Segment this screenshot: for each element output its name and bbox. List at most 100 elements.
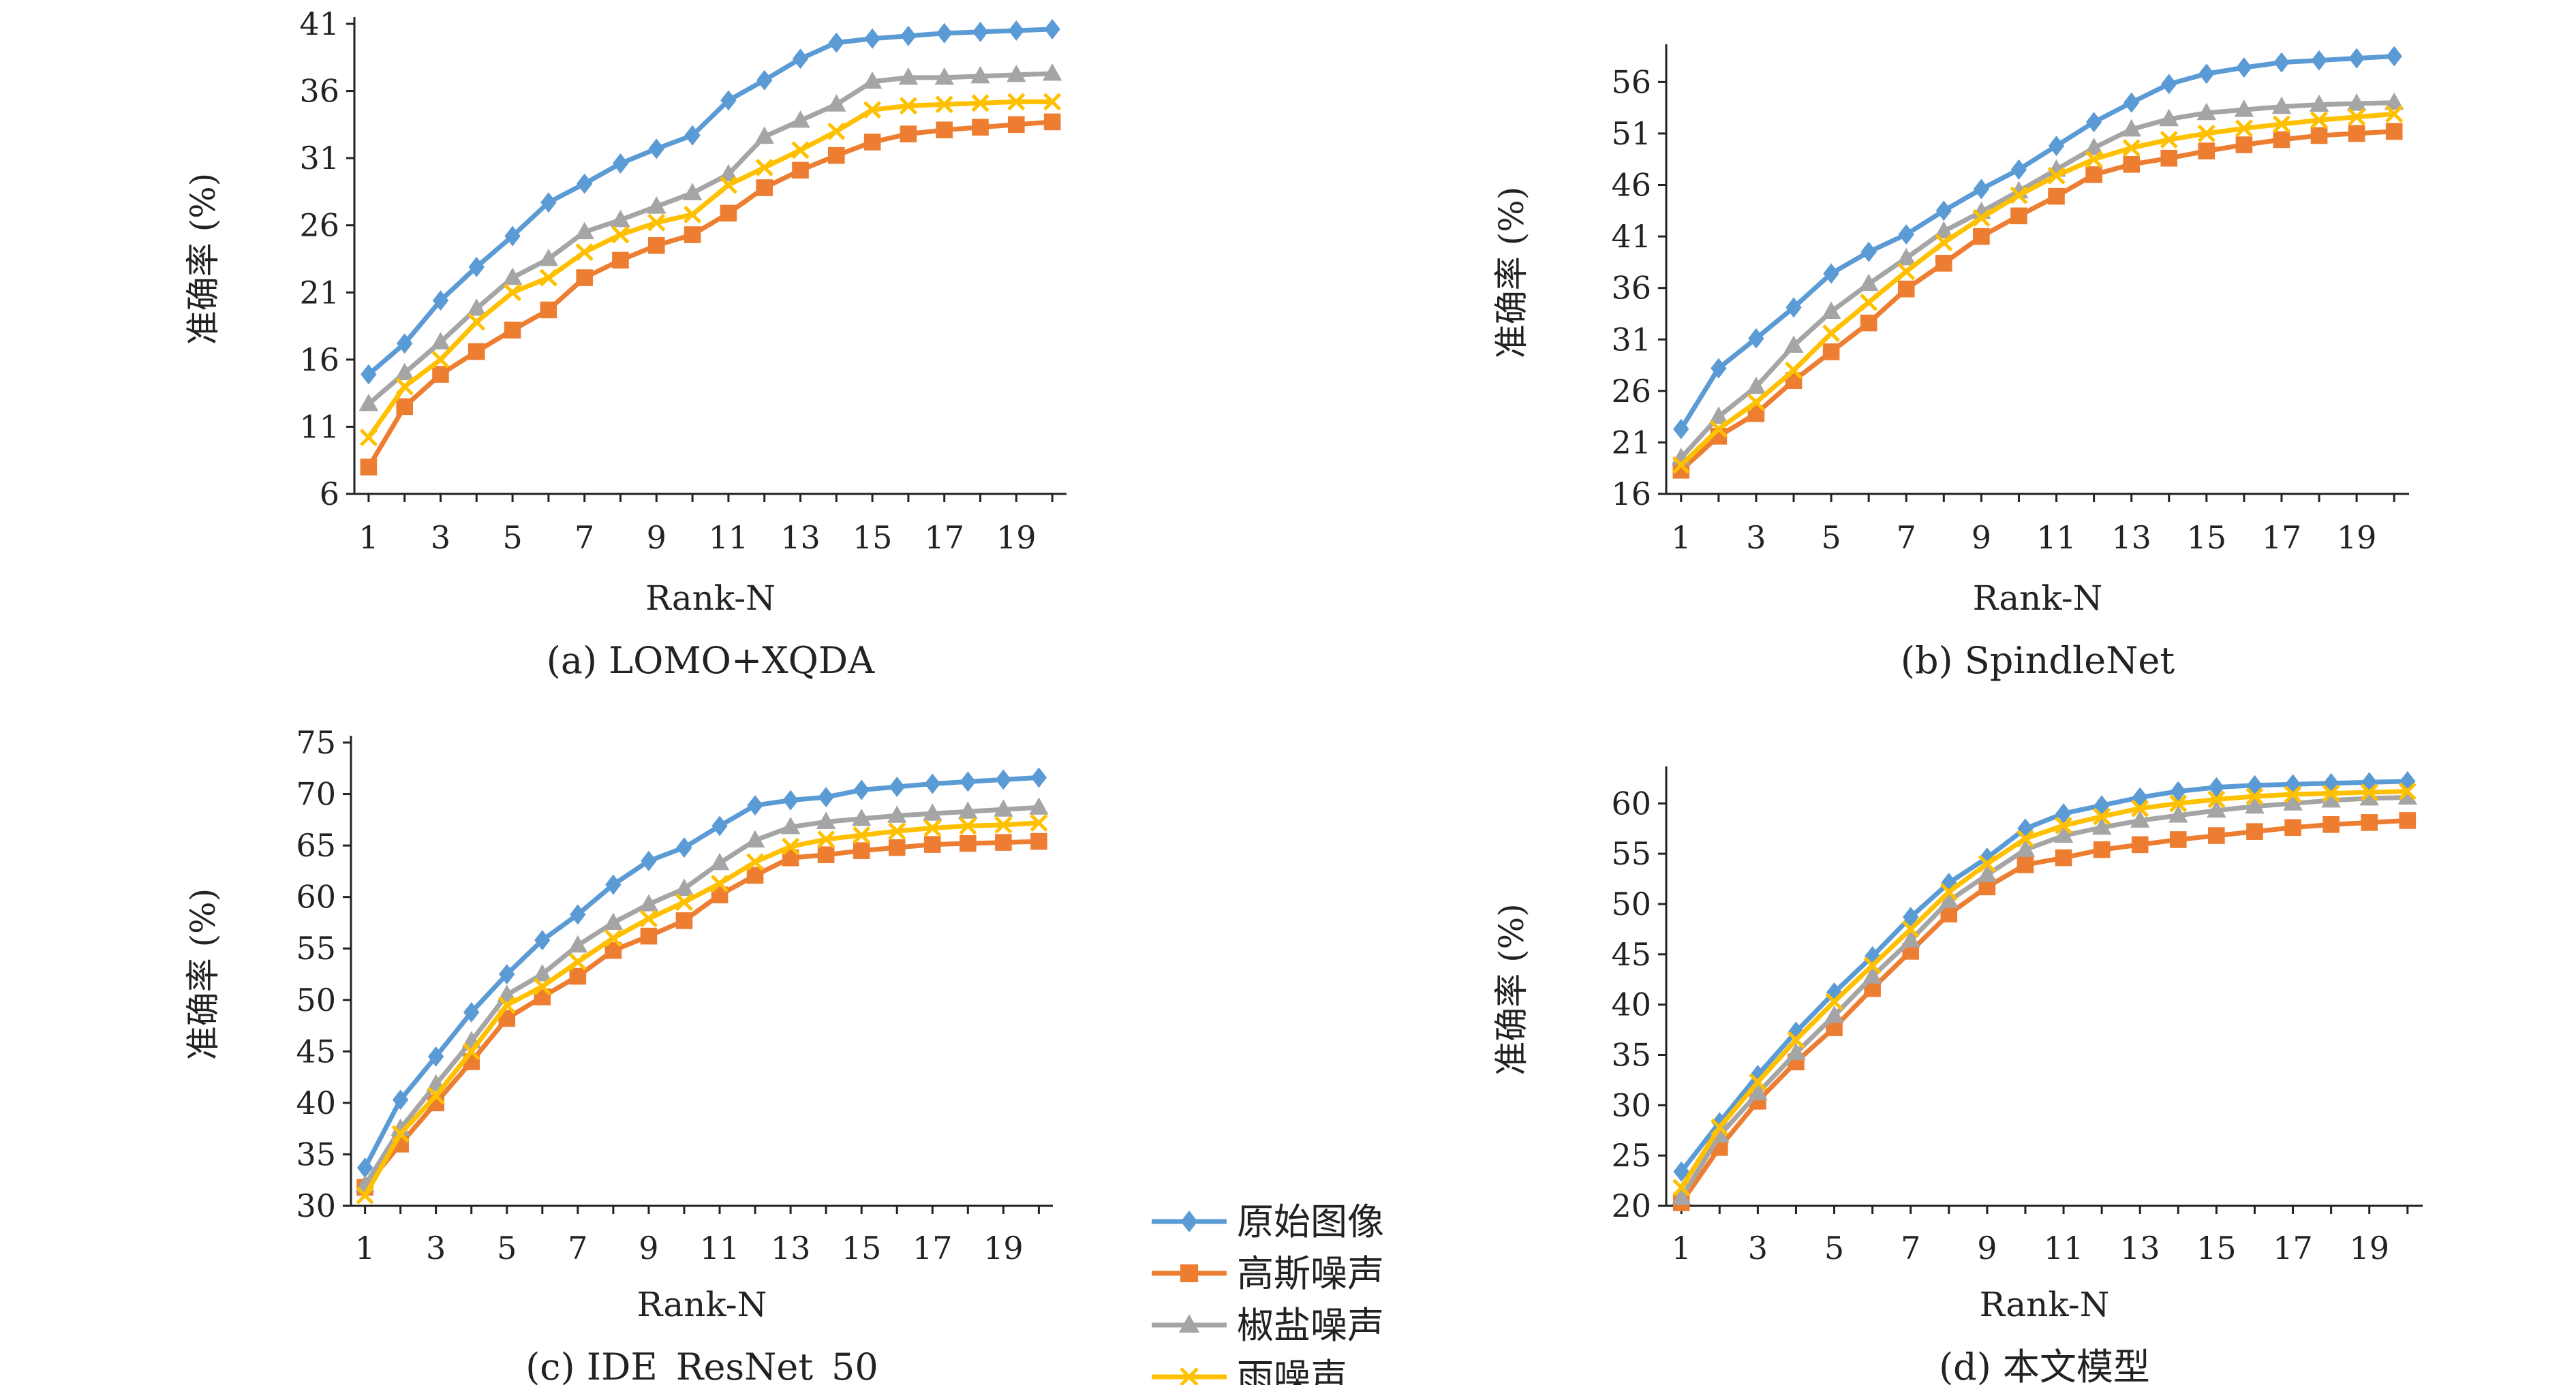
data-point [605, 874, 622, 895]
data-point [828, 32, 844, 53]
y-tick-label: 40 [1611, 986, 1651, 1023]
data-point [2284, 785, 2302, 804]
data-point [898, 67, 919, 85]
data-point [2131, 799, 2149, 818]
series-group [359, 93, 1062, 447]
data-point [899, 97, 917, 115]
data-point [2160, 130, 2178, 149]
data-point [934, 67, 954, 85]
data-point [2010, 207, 2027, 225]
data-point [1785, 297, 1802, 318]
data-point [2093, 807, 2111, 826]
legend-label: 雨噪声 [1237, 1356, 1347, 1385]
data-point [361, 364, 377, 385]
x-tick-label: 15 [2196, 1230, 2237, 1266]
y-tick-label: 20 [1611, 1187, 1651, 1224]
data-point [889, 776, 905, 797]
data-point [2235, 119, 2253, 138]
data-point [611, 225, 630, 244]
data-point [504, 322, 521, 339]
data-point [2284, 774, 2301, 795]
data-point [1864, 946, 1881, 967]
data-point [502, 267, 523, 285]
y-tick-label: 55 [1611, 835, 1651, 872]
data-point [2384, 92, 2404, 110]
data-point [675, 912, 693, 929]
data-point [684, 205, 702, 223]
data-point [1030, 832, 1047, 850]
x-tick-label: 3 [1746, 519, 1766, 556]
series-line [366, 119, 1053, 469]
data-point [1898, 224, 1914, 245]
data-point [1897, 280, 1915, 298]
data-point [1672, 456, 1690, 474]
data-point [431, 332, 450, 349]
data-point [2198, 142, 2215, 159]
data-point [2048, 136, 2065, 157]
data-point [2272, 115, 2290, 134]
x-tick-label: 1 [355, 1230, 375, 1266]
data-point [853, 826, 871, 845]
data-point [923, 819, 942, 837]
data-point [674, 878, 694, 897]
data-point [1860, 314, 1877, 332]
data-point [467, 298, 487, 316]
series-group [356, 832, 1047, 1196]
data-point [396, 398, 413, 416]
x-axis-title: Rank-N [645, 578, 776, 618]
data-point [1897, 262, 1916, 281]
data-point [2348, 125, 2365, 142]
data-point [888, 822, 906, 840]
data-point [995, 769, 1012, 790]
series-group [361, 18, 1060, 385]
data-point [1896, 247, 1916, 266]
series-line [1679, 100, 2395, 460]
data-point [817, 830, 835, 849]
x-tick-label: 19 [2337, 519, 2377, 556]
data-point [2047, 166, 2066, 185]
data-point [958, 801, 978, 819]
data-point [611, 209, 630, 228]
data-point [1008, 116, 1025, 134]
data-point [1934, 221, 1954, 239]
data-point [1747, 393, 1765, 411]
data-point [1030, 767, 1047, 788]
y-tick-label: 51 [1611, 115, 1651, 152]
data-point [1939, 883, 1958, 901]
data-point [827, 122, 846, 140]
data-point [719, 176, 737, 194]
data-point [604, 929, 622, 948]
data-point [568, 935, 588, 953]
series-group [1672, 123, 2403, 479]
data-point [792, 48, 809, 69]
data-point [923, 836, 941, 853]
legend-label: 椒盐噪声 [1237, 1304, 1384, 1347]
data-point [2245, 787, 2264, 805]
data-point [499, 964, 515, 984]
data-point [2284, 819, 2301, 837]
data-point [747, 795, 763, 816]
data-point [468, 256, 485, 277]
data-point [540, 301, 557, 319]
data-point [2197, 124, 2215, 142]
data-point [1935, 255, 1952, 272]
data-point [1672, 1179, 1691, 1197]
data-point [1748, 1083, 1768, 1101]
panel-caption: (d) 本文模型 [1939, 1345, 2150, 1385]
data-point [2348, 48, 2365, 69]
data-point [603, 912, 624, 930]
x-tick-label: 9 [1977, 1230, 1997, 1266]
y-tick-label: 46 [1611, 167, 1651, 204]
data-point [2397, 787, 2418, 805]
data-point [995, 834, 1012, 851]
data-point [1862, 966, 1882, 984]
data-point [2246, 823, 2263, 840]
data-point [1823, 263, 1839, 284]
data-point [2093, 841, 2111, 858]
data-point [534, 930, 551, 951]
data-point [2196, 102, 2217, 121]
data-point [2348, 108, 2366, 126]
data-point [959, 817, 977, 835]
data-point [1935, 234, 1953, 252]
